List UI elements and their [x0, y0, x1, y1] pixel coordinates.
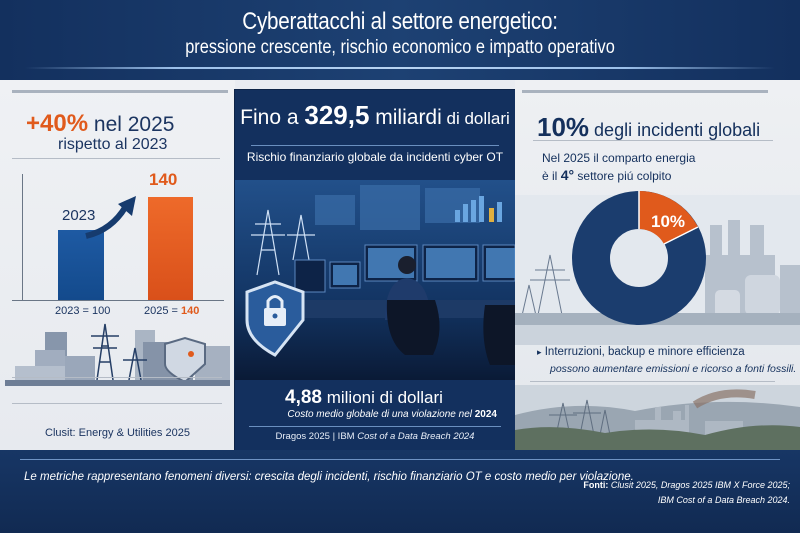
sources-line2: IBM Cost of a Data Breach 2024.: [657, 495, 790, 505]
divider: [12, 377, 222, 378]
center-source: Dragos 2025 | IBM Cost of a Data Breach …: [235, 431, 515, 442]
x-label-2025-value: 140: [181, 305, 200, 317]
divider: [251, 145, 499, 146]
sector-rank-text: Nel 2025 il comparto energia è il 4° set…: [542, 150, 695, 185]
headline-prefix: Fino a: [240, 106, 305, 129]
page-subtitle: pressione crescente, rischio economico e…: [185, 37, 615, 58]
sector-share-value: 10%: [537, 112, 590, 142]
page-title: Cyberattacchi al settore energetico:: [242, 8, 558, 35]
note-line1: Interruzioni, backup e minore efficienza: [544, 346, 745, 358]
breach-cost-desc-text: Costo medio globale di una violazione ne…: [287, 409, 475, 420]
growth-subheadline: rispetto al 2023: [58, 136, 168, 153]
panel-top-rule: [522, 90, 768, 93]
center-source-italic: Cost of a Data Breach 2024: [357, 431, 475, 442]
header-banner: Cyberattacchi al settore energetico: pre…: [0, 0, 800, 80]
divider: [12, 158, 220, 159]
divider: [530, 381, 775, 382]
financial-risk-description: Rischio finanziario globale da incidenti…: [246, 150, 504, 164]
sources-line1: Fonti: Clusit 2025, Dragos 2025 IBM X Fo…: [583, 478, 790, 493]
headline-suffix: di dollari: [441, 109, 510, 128]
breach-cost-year: 2024: [474, 409, 497, 420]
growth-headline: +40% nel 2025: [26, 110, 174, 138]
chart-y-axis: [22, 174, 23, 300]
growth-bar-chart: 2023 140: [12, 170, 224, 305]
financial-risk-value: 329,5: [304, 100, 370, 130]
breach-cost: 4,88 milioni di dollari: [285, 387, 443, 409]
operational-impact-note: ▸ Interruzioni, backup e minore efficien…: [537, 346, 745, 358]
growth-year: nel 2025: [88, 113, 175, 136]
footer-bar: Le metriche rappresentano fenomeni diver…: [0, 450, 800, 533]
x-label-2023: 2023 = 100: [55, 305, 111, 317]
financial-risk-headline: Fino a 329,5 miliardi di dollari: [235, 100, 515, 131]
growth-value: +40%: [26, 110, 89, 137]
bar-2023: [58, 230, 104, 300]
left-source: Clusit: Energy & Utilities 2025: [45, 427, 190, 439]
center-source-prefix: Dragos 2025 | IBM: [275, 431, 358, 442]
industrial-landscape-illustration: [515, 385, 800, 450]
rank-suffix: settore piú colpito: [574, 169, 672, 183]
sector-rank-line2: è il 4° settore piú colpito: [542, 167, 695, 185]
breach-cost-value: 4,88: [285, 387, 322, 408]
divider: [249, 426, 501, 427]
energy-skyline-illustration: [5, 323, 230, 386]
incident-growth-panel: +40% nel 2025 rispetto al 2023 2023 140 …: [0, 80, 235, 450]
bar-label-2023: 2023: [62, 207, 96, 224]
control-room-illustration: [235, 180, 515, 380]
bar-label-2025: 140: [149, 170, 178, 189]
sources-note: Fonti: Clusit 2025, Dragos 2025 IBM X Fo…: [583, 478, 790, 508]
sources-line1-text: Clusit 2025, Dragos 2025 IBM X Force 202…: [608, 480, 790, 490]
bullet-icon: ▸: [537, 347, 542, 357]
metrics-disclaimer: Le metriche rappresentano fenomeni diver…: [24, 471, 634, 483]
sector-share-rest: degli incidenti globali: [589, 120, 761, 140]
sector-share-panel: 10% degli incidenti globali Nel 2025 il …: [515, 80, 800, 450]
rank-prefix: è il: [542, 169, 561, 183]
sources-label: Fonti:: [583, 480, 609, 490]
footer-divider: [20, 459, 780, 460]
headline-unit: miliardi: [369, 106, 442, 129]
sector-rank-line1: Nel 2025 il comparto energia: [542, 151, 696, 165]
chart-x-axis: [12, 300, 224, 301]
sector-share-headline: 10% degli incidenti globali: [537, 112, 760, 143]
bar-2025: [148, 197, 193, 300]
breach-cost-description: Costo medio globale di una violazione ne…: [287, 409, 497, 420]
breach-cost-unit: milioni di dollari: [321, 388, 443, 407]
note-line2: possono aumentare emissioni e ricorso a …: [550, 363, 797, 375]
x-label-2025: 2025 = 140: [144, 305, 199, 317]
donut-label: 10%: [651, 212, 686, 231]
x-label-2025-prefix: 2025 =: [144, 305, 182, 317]
divider: [533, 140, 773, 141]
divider: [12, 403, 222, 404]
header-divider: [25, 67, 775, 69]
sector-rank: 4°: [560, 167, 575, 183]
sector-share-donut-chart: [572, 191, 706, 325]
growth-arrow-icon: [85, 196, 136, 239]
panel-top-rule: [12, 90, 228, 93]
financial-risk-panel: Fino a 329,5 miliardi di dollari Rischio…: [235, 90, 515, 450]
